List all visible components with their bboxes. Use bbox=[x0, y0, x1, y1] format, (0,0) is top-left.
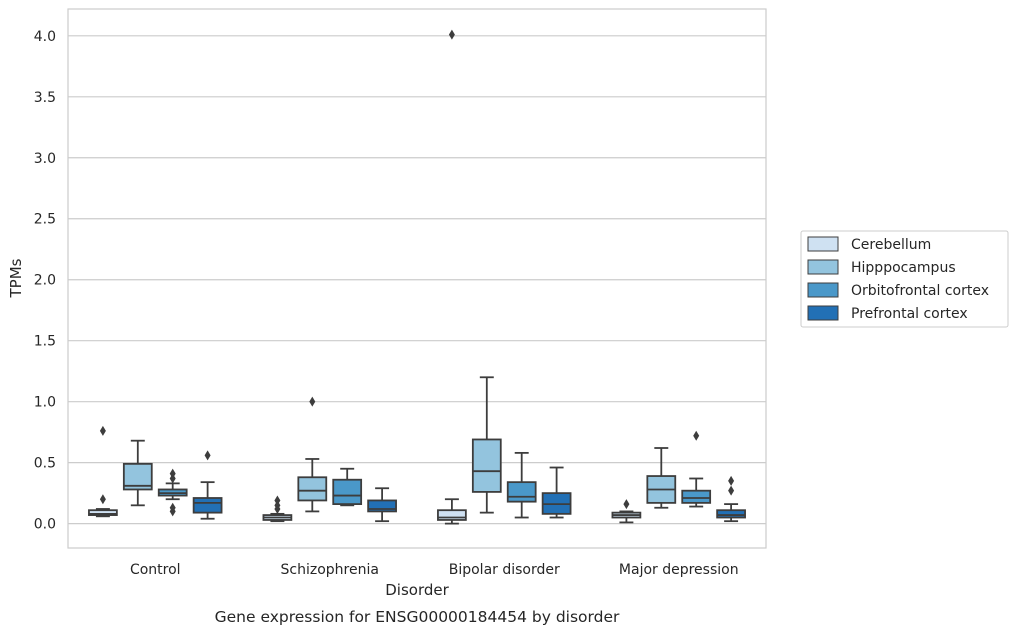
legend-swatch bbox=[807, 282, 839, 298]
box-orbitofrontal-cortex bbox=[681, 430, 712, 508]
y-axis-ticks: 0.0 0.5 1.0 1.5 2.0 2.5 3.0 3.5 4.0 bbox=[34, 29, 56, 533]
y-axis-label: TPMs bbox=[7, 258, 25, 298]
box-prefrontal-cortex bbox=[367, 487, 397, 523]
y-tick-label: 3.5 bbox=[34, 90, 56, 106]
x-tick-label: Schizophrenia bbox=[281, 562, 379, 578]
iqr-box bbox=[367, 499, 397, 513]
legend-label: Hipppocampus bbox=[851, 260, 956, 276]
gridlines bbox=[68, 35, 766, 525]
outlier-point bbox=[448, 29, 455, 40]
outlier-point bbox=[728, 475, 735, 486]
x-tick-label: Bipolar disorder bbox=[449, 562, 560, 578]
outlier-point bbox=[169, 502, 176, 513]
y-tick-label: 1.5 bbox=[34, 334, 56, 350]
box-hipppocampus bbox=[297, 396, 328, 513]
box-cerebellum bbox=[88, 425, 118, 518]
iqr-box bbox=[716, 509, 746, 519]
outlier-point bbox=[204, 450, 211, 461]
legend-swatch bbox=[807, 236, 839, 252]
iqr-box bbox=[506, 481, 537, 503]
box-orbitofrontal-cortex bbox=[506, 451, 537, 519]
y-tick-label: 0.5 bbox=[34, 456, 56, 472]
legend-label: Cerebellum bbox=[851, 237, 931, 253]
x-tick-label: Major depression bbox=[619, 562, 739, 578]
box-hipppocampus bbox=[122, 439, 153, 507]
outlier-point bbox=[693, 430, 700, 441]
outlier-point bbox=[99, 494, 106, 505]
y-tick-label: 4.0 bbox=[34, 29, 56, 45]
outlier-point bbox=[99, 425, 106, 436]
chart-caption: Gene expression for ENSG00000184454 by d… bbox=[215, 608, 620, 626]
box-orbitofrontal-cortex bbox=[332, 467, 363, 507]
legend-frame bbox=[800, 230, 1009, 328]
outlier-point bbox=[623, 499, 630, 510]
box-hipppocampus bbox=[471, 376, 502, 514]
box-prefrontal-cortex bbox=[541, 466, 572, 519]
box-prefrontal-cortex bbox=[716, 475, 746, 523]
box-cerebellum bbox=[437, 29, 467, 525]
box-cerebellum bbox=[262, 495, 293, 523]
box-hipppocampus bbox=[646, 447, 677, 509]
plot-area-frame bbox=[67, 8, 767, 549]
box-series bbox=[88, 29, 746, 525]
iqr-box bbox=[437, 509, 467, 521]
iqr-box bbox=[681, 489, 712, 504]
iqr-box bbox=[471, 438, 502, 493]
legend-swatch bbox=[807, 259, 839, 275]
x-tick-label: Control bbox=[130, 562, 181, 578]
outlier-point bbox=[309, 396, 316, 407]
legend-label: Prefrontal cortex bbox=[851, 306, 968, 322]
box-orbitofrontal-cortex bbox=[157, 468, 188, 517]
box-prefrontal-cortex bbox=[192, 450, 223, 520]
iqr-box bbox=[88, 509, 118, 516]
x-axis-label: Disorder bbox=[385, 581, 449, 599]
y-tick-label: 3.0 bbox=[34, 151, 56, 167]
iqr-box bbox=[297, 476, 328, 502]
box-cerebellum bbox=[611, 499, 642, 524]
legend-swatch bbox=[807, 305, 839, 321]
outlier-point bbox=[274, 495, 281, 506]
x-axis-ticks: Control Schizophrenia Bipolar disorder Majo… bbox=[130, 562, 739, 578]
y-tick-label: 2.5 bbox=[34, 212, 56, 228]
outlier-point bbox=[728, 485, 735, 496]
y-tick-label: 2.0 bbox=[34, 273, 56, 289]
iqr-box bbox=[192, 497, 223, 514]
iqr-box bbox=[332, 478, 363, 505]
y-tick-label: 1.0 bbox=[34, 395, 56, 411]
outlier-point bbox=[169, 468, 176, 479]
legend-label: Orbitofrontal cortex bbox=[851, 283, 989, 299]
y-tick-label: 0.0 bbox=[34, 517, 56, 533]
legend: Cerebellum Hipppocampus Orbitofrontal cort… bbox=[800, 230, 1009, 328]
